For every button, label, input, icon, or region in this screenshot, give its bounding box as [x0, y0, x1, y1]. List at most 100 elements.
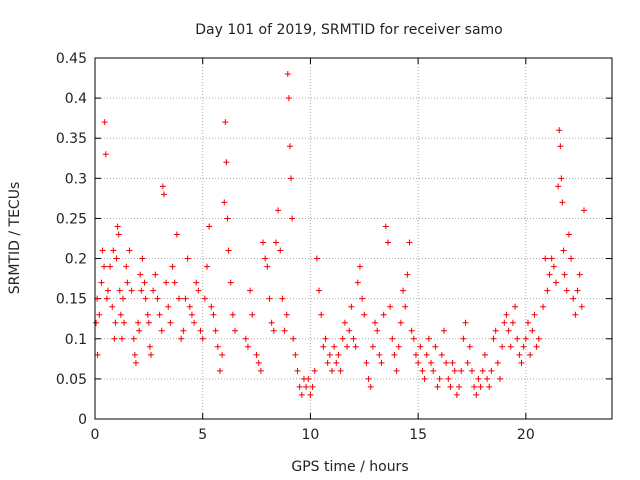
data-point-marker [214, 343, 221, 350]
data-point-marker [227, 279, 234, 286]
data-point-marker [126, 247, 133, 254]
x-tick-label: 0 [91, 427, 100, 443]
data-point-marker [288, 175, 295, 182]
data-point-marker [130, 335, 137, 342]
data-point-marker [339, 335, 346, 342]
data-point-marker [558, 175, 565, 182]
data-point-marker [136, 327, 143, 334]
data-point-marker [428, 359, 435, 366]
x-tick-label: 15 [409, 427, 427, 443]
data-point-marker [311, 367, 318, 374]
data-point-marker [393, 367, 400, 374]
data-point-marker [561, 271, 568, 278]
y-tick-label: 0.35 [56, 131, 87, 147]
data-point-marker [204, 263, 211, 270]
data-point-marker [555, 183, 562, 190]
x-tick-label: 20 [517, 427, 535, 443]
data-point-marker [216, 367, 223, 374]
data-point-marker [524, 319, 531, 326]
data-point-marker [247, 287, 254, 294]
data-point-marker [568, 255, 575, 262]
data-point-marker [445, 375, 452, 382]
data-point-marker [232, 327, 239, 334]
data-point-marker [165, 303, 172, 310]
data-point-marker [184, 255, 191, 262]
data-point-marker [328, 367, 335, 374]
data-point-marker [208, 303, 215, 310]
data-point-marker [359, 295, 366, 302]
data-point-marker [417, 343, 424, 350]
data-point-marker [356, 263, 363, 270]
data-point-marker [275, 207, 282, 214]
data-point-marker [501, 319, 508, 326]
data-point-marker [453, 391, 460, 398]
data-point-marker [131, 351, 138, 358]
data-point-marker [101, 263, 108, 270]
data-point-marker [384, 239, 391, 246]
x-tick-label: 10 [302, 427, 320, 443]
y-tick-label: 0.45 [56, 51, 87, 67]
data-point-marker [382, 223, 389, 230]
data-point-marker [369, 343, 376, 350]
data-point-marker [499, 343, 506, 350]
data-point-marker [440, 327, 447, 334]
data-point-marker [335, 351, 342, 358]
data-point-marker [132, 359, 139, 366]
data-point-marker [540, 303, 547, 310]
data-point-marker [152, 271, 159, 278]
data-point-marker [348, 303, 355, 310]
data-point-marker [563, 287, 570, 294]
y-tick-label: 0.05 [56, 372, 87, 388]
data-point-marker [408, 327, 415, 334]
data-point-marker [272, 239, 279, 246]
data-point-marker [244, 343, 251, 350]
data-point-marker [180, 327, 187, 334]
data-point-marker [160, 191, 167, 198]
data-point-marker [520, 343, 527, 350]
data-point-marker [313, 255, 320, 262]
data-point-marker [363, 359, 370, 366]
data-point-marker [298, 391, 305, 398]
data-point-marker [222, 119, 229, 126]
data-point-marker [468, 367, 475, 374]
data-point-marker [281, 327, 288, 334]
data-point-marker [262, 255, 269, 262]
data-point-marker [432, 343, 439, 350]
data-point-marker [509, 319, 516, 326]
data-point-marker [451, 367, 458, 374]
data-point-marker [365, 375, 372, 382]
data-point-marker [320, 343, 327, 350]
data-point-marker [150, 287, 157, 294]
data-point-marker [492, 327, 499, 334]
data-point-marker [107, 263, 114, 270]
data-point-marker [479, 367, 486, 374]
data-point-marker [115, 231, 122, 238]
data-point-marker [128, 287, 135, 294]
data-point-marker [193, 279, 200, 286]
data-point-marker [182, 295, 189, 302]
data-point-marker [425, 335, 432, 342]
data-point-marker [574, 287, 581, 294]
data-point-marker [113, 255, 120, 262]
data-point-marker [260, 239, 267, 246]
y-tick-label: 0.3 [65, 171, 87, 187]
data-point-marker [404, 271, 411, 278]
data-point-marker [199, 335, 206, 342]
data-point-marker [475, 375, 482, 382]
data-point-marker [341, 319, 348, 326]
data-point-marker [490, 335, 497, 342]
data-point-marker [449, 359, 456, 366]
y-tick-label: 0 [78, 412, 87, 428]
data-point-marker [505, 327, 512, 334]
data-point-marker [257, 367, 264, 374]
data-point-marker [456, 383, 463, 390]
data-point-marker [223, 159, 230, 166]
data-point-marker [471, 383, 478, 390]
data-point-marker [326, 351, 333, 358]
data-point-marker [290, 335, 297, 342]
data-point-marker [292, 351, 299, 358]
data-point-marker [225, 247, 232, 254]
data-point-marker [316, 287, 323, 294]
